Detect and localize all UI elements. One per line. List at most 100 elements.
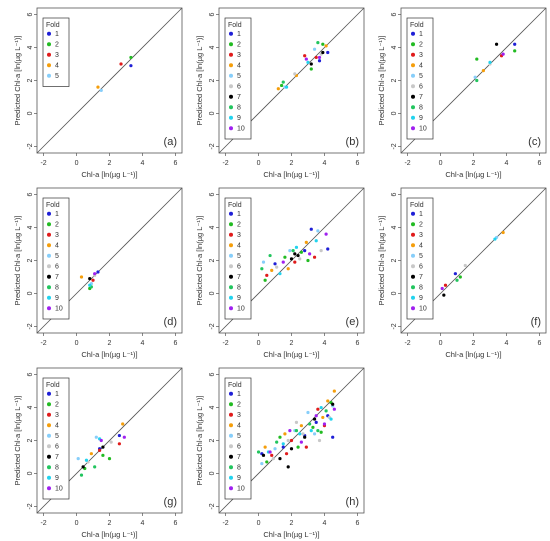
data-point	[319, 405, 323, 410]
legend-title: Fold	[228, 382, 242, 389]
panel-label: (b)	[346, 136, 359, 148]
scatter-panel: -2 0 2 4 6 -2 0 2 4 6 Chl-a [ln(µg L⁻¹)] Predicted …	[13, 367, 183, 539]
data-point	[331, 402, 335, 406]
data-point	[299, 424, 303, 428]
y-axis-label: Predicted Chl-a [ln(µg L⁻¹)]	[377, 36, 386, 126]
data-point	[299, 250, 303, 254]
data-point	[463, 263, 467, 268]
data-point	[286, 438, 290, 443]
panel-label: (f)	[531, 316, 541, 328]
data-point	[296, 445, 300, 449]
y-tick-label: 6	[391, 13, 398, 17]
data-point	[317, 438, 322, 443]
legend-label: 2	[55, 402, 59, 409]
legend-label: 7	[419, 274, 423, 281]
data-point	[442, 293, 446, 297]
data-point	[298, 432, 302, 436]
data-point	[99, 88, 103, 92]
y-tick-label: 4	[27, 225, 34, 229]
data-point	[119, 62, 123, 66]
y-tick-label: 4	[27, 405, 34, 409]
legend-label: 10	[419, 126, 427, 133]
legend-marker	[229, 423, 233, 428]
data-point	[109, 440, 113, 444]
y-tick-label: 2	[209, 258, 216, 262]
data-point	[89, 452, 93, 456]
legend-marker	[411, 52, 415, 57]
y-tick-label: 2	[27, 438, 34, 442]
data-point	[303, 435, 307, 439]
data-point	[319, 249, 323, 253]
legend-marker	[47, 274, 51, 279]
x-tick-label: -2	[222, 340, 228, 347]
legend-marker	[47, 486, 51, 491]
data-point	[312, 417, 317, 421]
x-tick-label: 0	[439, 160, 443, 167]
legend-title: Fold	[410, 22, 424, 29]
legend-label: 9	[237, 115, 241, 122]
legend-marker	[229, 243, 233, 248]
y-tick-label: 4	[209, 225, 216, 229]
y-tick-label: -2	[209, 143, 216, 149]
data-point	[306, 60, 310, 64]
x-tick-label: 0	[75, 160, 79, 167]
legend-marker	[229, 31, 233, 36]
data-point	[79, 473, 84, 477]
data-point	[263, 445, 267, 449]
legend-label: 5	[419, 253, 423, 260]
data-point	[322, 422, 327, 426]
scatter-panel: -2 0 2 4 6 -2 0 2 4 6 Chl-a [ln(µg L⁻¹)] Predicted …	[195, 187, 365, 359]
data-point	[317, 55, 322, 60]
legend-marker	[411, 126, 415, 131]
x-tick-label: 4	[141, 340, 145, 347]
data-point	[129, 55, 133, 60]
data-point	[501, 230, 505, 235]
data-point	[312, 255, 317, 259]
x-tick-label: -2	[40, 520, 46, 527]
legend-label: 2	[237, 42, 241, 49]
data-point	[261, 260, 266, 264]
x-tick-label: 6	[537, 160, 541, 167]
data-point	[293, 260, 297, 264]
legend-label: 1	[237, 211, 241, 218]
y-tick-label: 2	[209, 78, 216, 82]
legend-marker	[47, 412, 51, 417]
panel-label: (g)	[164, 496, 177, 508]
y-tick-label: 6	[27, 193, 34, 197]
x-tick-label: 2	[472, 340, 476, 347]
x-tick-label: -2	[404, 160, 410, 167]
x-tick-label: 6	[173, 520, 177, 527]
data-point	[101, 453, 105, 457]
legend-marker	[411, 84, 415, 89]
x-tick-label: 0	[257, 340, 261, 347]
scatter-panel: -2 0 2 4 6 -2 0 2 4 6 Chl-a [ln(µg L⁻¹)] Predicted …	[195, 7, 365, 179]
y-tick-label: 6	[209, 13, 216, 17]
legend-marker	[47, 423, 51, 428]
data-point	[129, 64, 133, 68]
data-point	[308, 422, 312, 426]
y-axis-label: Predicted Chl-a [ln(µg L⁻¹)]	[377, 216, 386, 306]
legend-title: Fold	[46, 382, 60, 389]
data-point	[294, 429, 299, 433]
legend-marker	[229, 232, 233, 237]
legend-marker	[47, 475, 51, 480]
data-point	[81, 465, 85, 469]
legend-label: 6	[55, 264, 59, 271]
y-tick-label: 0	[391, 111, 398, 115]
data-point	[88, 277, 92, 281]
data-point	[316, 407, 320, 411]
data-point	[316, 41, 320, 45]
legend-label: 7	[419, 94, 423, 101]
scatter-panel: -2 0 2 4 6 -2 0 2 4 6 Chl-a [ln(µg L⁻¹)] Predicted …	[13, 7, 183, 179]
data-point	[268, 450, 272, 454]
data-point	[501, 52, 505, 56]
y-tick-label: 2	[27, 258, 34, 262]
data-point	[291, 249, 295, 253]
legend-marker	[411, 211, 415, 216]
legend-box	[406, 197, 434, 320]
legend-marker	[229, 84, 233, 89]
legend-label: 8	[237, 285, 241, 292]
data-point	[283, 432, 287, 436]
legend-marker	[47, 465, 51, 470]
legend-marker	[47, 232, 51, 237]
